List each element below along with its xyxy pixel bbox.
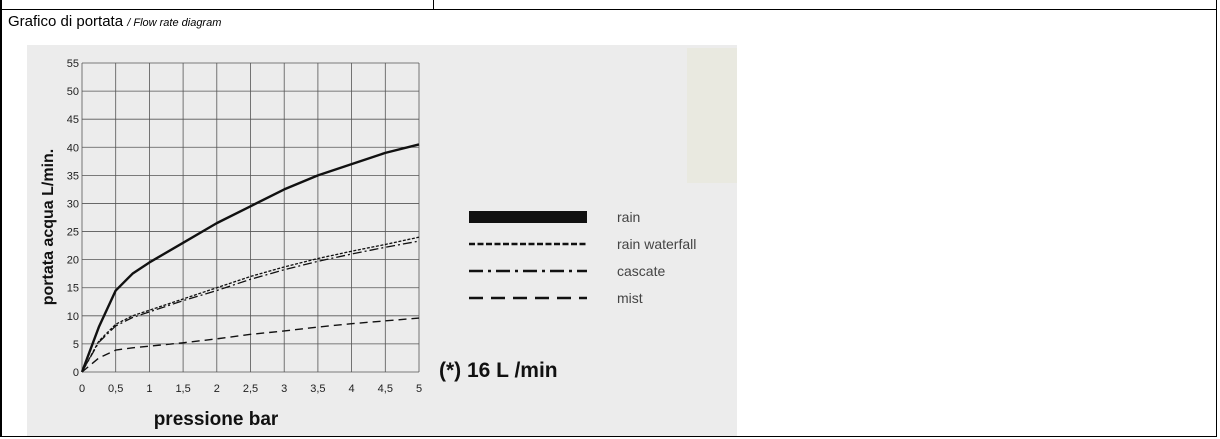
chart-legend: rain rain waterfall cascate mist (469, 209, 696, 306)
x-tick-label: 1,5 (175, 383, 190, 395)
legend-label: rain waterfall (617, 236, 696, 252)
section-heading: Grafico di portata / Flow rate diagram (8, 13, 221, 30)
y-tick-label: 0 (73, 367, 79, 379)
table-divider (433, 0, 434, 10)
y-tick-label: 15 (67, 283, 79, 295)
chart-tick-labels: 0 0,5 1 1,5 2 2,5 3 3,5 4 4,5 50510152025303540455… (67, 58, 422, 395)
y-tick-label: 45 (67, 114, 79, 126)
figure-background-patch (687, 48, 737, 183)
y-tick-label: 25 (67, 227, 79, 239)
y-tick-label: 20 (67, 255, 79, 267)
chart-grid (81, 62, 420, 373)
heading-title: Grafico di portata (8, 13, 124, 30)
x-tick-label: 0 (79, 383, 85, 395)
x-tick-label: 4,5 (378, 383, 393, 395)
chart-series (80, 143, 420, 373)
x-tick-label: 2 (214, 383, 220, 395)
series-line-rain (80, 143, 420, 373)
x-tick-label: 3,5 (310, 383, 325, 395)
top-table-row (0, 0, 1217, 10)
series-line-rain-waterfall (81, 236, 420, 373)
legend-label: mist (617, 290, 643, 306)
flow-note: (*) 16 L /min (439, 359, 558, 382)
x-tick-label: 2,5 (243, 383, 258, 395)
y-tick-label: 35 (67, 170, 79, 182)
x-tick-label: 1 (146, 383, 152, 395)
series-line-mist (81, 317, 420, 373)
y-tick-label: 10 (67, 311, 79, 323)
legend-label: cascate (617, 263, 665, 279)
y-axis-label: portata acqua L/min. (40, 149, 57, 305)
y-tick-label: 55 (67, 58, 79, 70)
y-tick-label: 40 (67, 142, 79, 154)
x-tick-label: 3 (281, 383, 287, 395)
x-tick-label: 0,5 (108, 383, 123, 395)
y-tick-label: 5 (73, 339, 79, 351)
y-tick-label: 30 (67, 198, 79, 210)
x-axis-label: pressione bar (154, 409, 279, 430)
legend-label: rain (617, 209, 640, 225)
flow-rate-chart: 0 0,5 1 1,5 2 2,5 3 3,5 4 4,5 50510152025303540455… (40, 58, 696, 430)
heading-subtitle: / Flow rate diagram (127, 17, 222, 29)
series-line-cascate (81, 240, 420, 373)
x-tick-label: 5 (416, 383, 422, 395)
x-tick-label: 4 (349, 383, 355, 395)
y-tick-label: 50 (67, 86, 79, 98)
flow-rate-figure: 0 0,5 1 1,5 2 2,5 3 3,5 4 4,5 5 0 5 10 15 20 25 30 35 40 45 5… (27, 45, 737, 436)
